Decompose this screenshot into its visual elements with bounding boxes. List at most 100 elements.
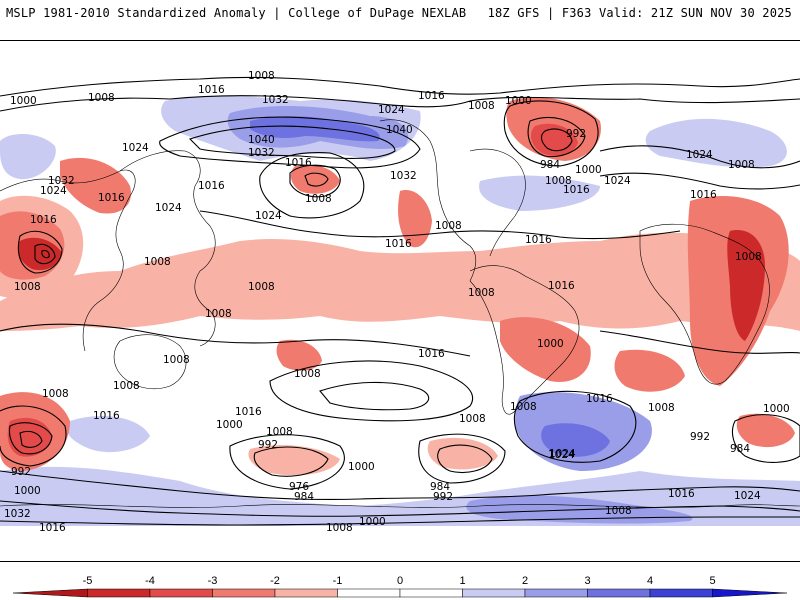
coastline-north-america-east — [469, 148, 526, 257]
colorbar-segment — [12, 588, 88, 598]
isobar-label: 1000 — [348, 461, 375, 473]
colorbar-svg: -5 -4 -3 -2 -1 0 1 2 3 4 5 — [12, 575, 788, 598]
colorbar-segment — [87, 588, 151, 598]
isobar-label: 1024 — [548, 449, 575, 461]
isobar-label: 1008 — [42, 388, 69, 400]
coastline-australia — [113, 334, 187, 390]
anomaly-red-indian-southeast — [736, 413, 795, 448]
header: MSLP 1981-2010 Standardized Anomaly | Co… — [0, 0, 800, 30]
colorbar-tick-label: -5 — [83, 575, 93, 587]
isobar-label: 1000 — [763, 403, 790, 415]
map-panel: 1008 1016 1000 1008 1032 1024 1016 1008 … — [0, 40, 800, 562]
isobar-label: 1024 — [155, 202, 182, 214]
isobar-label: 1024 — [255, 210, 282, 222]
anomaly-map: 1008 1016 1000 1008 1032 1024 1016 1008 … — [0, 70, 800, 534]
isobars — [0, 76, 800, 526]
isobar-label: 1008 — [459, 413, 486, 425]
isobar-label: 1016 — [198, 180, 225, 192]
colorbar-segment — [587, 588, 651, 598]
isobar-label: 1000 — [575, 164, 602, 176]
isobar-label: 1016 — [563, 184, 590, 196]
isobar-label: 1000 — [10, 95, 37, 107]
isobar-pacific-high-3 — [304, 172, 329, 187]
isobar-label: 1016 — [30, 214, 57, 226]
isobar-label: 984 — [294, 491, 314, 503]
isobar-label: 1016 — [39, 522, 66, 534]
isobar-label: 1008 — [144, 256, 171, 268]
isobar-label: 984 — [430, 481, 450, 493]
colorbar-tick-label: 4 — [647, 575, 653, 587]
isobar-label: 1008 — [266, 426, 293, 438]
isobar-southern-low-5 — [731, 414, 800, 463]
isobar-label: 984 — [730, 443, 750, 455]
colorbar-tick-label: -3 — [208, 575, 218, 587]
isobar-label: 1032 — [48, 175, 75, 187]
isobar-southern-band-2 — [0, 500, 800, 517]
anomaly-red-indian-ocean-core — [7, 417, 53, 457]
isobar-label: 1008 — [88, 92, 115, 104]
isobar-label: 1008 — [545, 175, 572, 187]
isobar-label: 984 — [540, 159, 560, 171]
isobar-label: 1040 — [386, 124, 413, 136]
model-run-info: 18Z GFS | F363 Valid: 21Z SUN NOV 30 202… — [487, 6, 792, 20]
isobar-label: 1032 — [4, 508, 31, 520]
isobar-label: 1008 — [305, 193, 332, 205]
isobar-label: 1008 — [113, 380, 140, 392]
isobar-north-1 — [0, 76, 800, 97]
isobar-label: 1016 — [198, 84, 225, 96]
anomaly-blue-south-indian — [66, 416, 150, 453]
isobar-label: 1000 — [537, 338, 564, 350]
isobar-label: 1008 — [728, 159, 755, 171]
isobar-label: 1008 — [163, 354, 190, 366]
isobar-atlantic-1 — [599, 145, 800, 169]
colorbar: -5 -4 -3 -2 -1 0 1 2 3 4 5 — [10, 572, 790, 600]
isobar-label: 1024 — [686, 149, 713, 161]
isobar-south-indian-low-1 — [0, 405, 67, 467]
isobar-label: 992 — [258, 439, 278, 451]
isobar-subtropical — [199, 210, 681, 240]
colorbar-tick-labels: -5 -4 -3 -2 -1 0 1 2 3 4 5 — [83, 575, 716, 587]
colorbar-tick-label: 0 — [397, 575, 403, 587]
anomaly-red-mexico — [398, 190, 432, 248]
anomaly-red-tropical-band — [0, 232, 800, 331]
colorbar-segments — [12, 588, 788, 598]
isobar-south-indian-low-3 — [19, 430, 43, 448]
isobar-label: 1000 — [14, 485, 41, 497]
isobar-southern-low-3 — [418, 433, 506, 484]
isobar-label: 1008 — [248, 70, 275, 82]
isobar-label: 1016 — [525, 234, 552, 246]
isobar-south-atlantic-high — [513, 390, 637, 463]
coastline-asia — [119, 150, 216, 347]
isobar-tropical-1 — [0, 323, 471, 357]
isobar-pacific-high-1 — [259, 152, 365, 219]
colorbar-segment — [399, 588, 463, 598]
isobar-label: 1008 — [648, 402, 675, 414]
isobar-label: 992 — [11, 466, 31, 478]
colorbar-segment — [274, 588, 338, 598]
isobar-labels: 1008 1016 1000 1008 1032 1024 1016 1008 … — [4, 70, 790, 534]
coastline-west-europe — [0, 169, 136, 352]
isobar-europe-low-2 — [34, 243, 56, 265]
isobar-atlantic-2 — [599, 172, 800, 190]
colorbar-segment — [649, 588, 713, 598]
isobar-label: 1000 — [359, 516, 386, 528]
isobar-hudson-low-1 — [503, 100, 599, 167]
isobar-southern-low-2 — [253, 446, 329, 477]
isobar-label: 992 — [566, 128, 586, 140]
isobar-label: 1016 — [690, 189, 717, 201]
isobar-label: 1008 — [510, 401, 537, 413]
isobar-label: 1008 — [735, 251, 762, 263]
colorbar-segment — [337, 588, 401, 598]
coastline-north-america — [379, 119, 477, 282]
colorbar-segment — [712, 588, 788, 598]
colorbar-tick-label: 5 — [709, 575, 715, 587]
anomaly-red-southern-ocean-1 — [248, 445, 340, 476]
isobar-europe-low-3 — [41, 249, 50, 259]
anomaly-red-south-africa-east — [614, 349, 685, 392]
isobar-label: 1040 — [248, 134, 275, 146]
isobar-southern-band-3 — [0, 516, 800, 526]
isobar-label: 1024 — [549, 448, 576, 460]
isobar-label: 1024 — [378, 104, 405, 116]
isobar-label: 1008 — [294, 368, 321, 380]
anomaly-red-south-america — [500, 317, 591, 382]
